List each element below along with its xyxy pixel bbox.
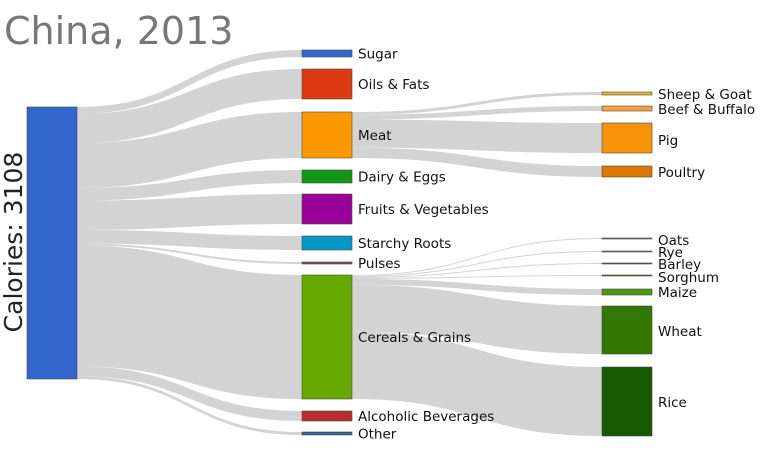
link-cereals-and-grains-to-sorghum [352,275,602,279]
total-calories-label: Calories: 3108 [0,152,28,333]
link-calories-to-meat [77,112,302,188]
label-dairy-and-eggs: Dairy & Eggs [358,170,446,186]
node-rye [601,250,653,253]
label-other: Other [358,427,397,443]
link-calories-to-fruits-and-vegetables [77,194,302,230]
label-rice: Rice [658,395,687,411]
sankey-nodes [26,49,653,437]
node-oils-and-fats [301,68,353,100]
sankey-labels: Sugar Oils & Fats Meat Dairy & Eggs Fruits &… [358,47,755,443]
link-calories-to-starchy-roots [77,229,302,250]
link-cereals-and-grains-to-rye [352,251,602,277]
link-calories-to-pulses [77,243,302,264]
label-sheep-and-goat: Sheep & Goat [658,87,752,103]
node-poultry [601,165,653,178]
link-meat-to-pig [352,119,602,153]
link-cereals-and-grains-to-oats [352,238,602,276]
label-pulses: Pulses [358,256,401,272]
node-maize [601,288,653,296]
calories-total-node [26,106,78,380]
node-barley [601,262,653,265]
label-sugar: Sugar [358,47,398,63]
sankey-links [77,50,602,436]
label-meat: Meat [358,128,392,144]
label-poultry: Poultry [658,165,705,181]
node-sugar [301,49,353,58]
node-fruits-and-vegetables [301,193,353,225]
label-barley: Barley [658,257,701,273]
link-cereals-and-grains-to-maize [352,278,602,295]
link-calories-to-oils-and-fats [77,69,302,144]
node-alcoholic-beverages [301,410,353,422]
label-starchy-roots: Starchy Roots [358,236,451,252]
label-alcoholic-beverages: Alcoholic Beverages [358,409,494,425]
label-fruits-and-vegetables: Fruits & Vegetables [358,202,489,218]
link-meat-to-poultry [352,147,602,177]
label-oils-and-fats: Oils & Fats [358,77,429,93]
node-meat [301,111,353,159]
link-meat-to-sheep-and-goat [352,92,602,115]
label-rye: Rye [658,245,683,261]
link-calories-to-alcoholic-beverages [77,366,302,421]
node-sheep-and-goat [601,91,653,96]
label-maize: Maize [658,285,697,301]
label-wheat: Wheat [658,324,702,340]
node-sorghum [601,274,653,277]
link-cereals-and-grains-to-rice [352,331,602,436]
label-pig: Pig [658,133,678,149]
link-calories-to-cereals-and-grains [77,245,302,399]
link-calories-to-other [77,376,302,435]
node-starchy-roots [301,235,353,251]
link-calories-to-sugar [77,50,302,114]
label-cereals-and-grains: Cereals & Grains [358,330,471,346]
node-cereals-and-grains [301,274,353,400]
link-cereals-and-grains-to-barley [352,263,602,278]
node-dairy-and-eggs [301,169,353,184]
node-pig [601,122,653,154]
node-oats [601,237,653,240]
link-cereals-and-grains-to-wheat [352,284,602,354]
node-beef-and-buffalo [601,105,653,112]
label-beef-and-buffalo: Beef & Buffalo [658,102,755,118]
chart-title: China, 2013 [4,9,233,53]
label-oats: Oats [658,233,689,249]
node-pulses [301,261,353,265]
node-other [301,431,353,436]
node-rice [601,366,653,437]
node-wheat [601,305,653,355]
link-meat-to-beef-and-buffalo [352,106,602,120]
link-calories-to-dairy-and-eggs [77,170,302,201]
label-sorghum: Sorghum [658,270,719,286]
